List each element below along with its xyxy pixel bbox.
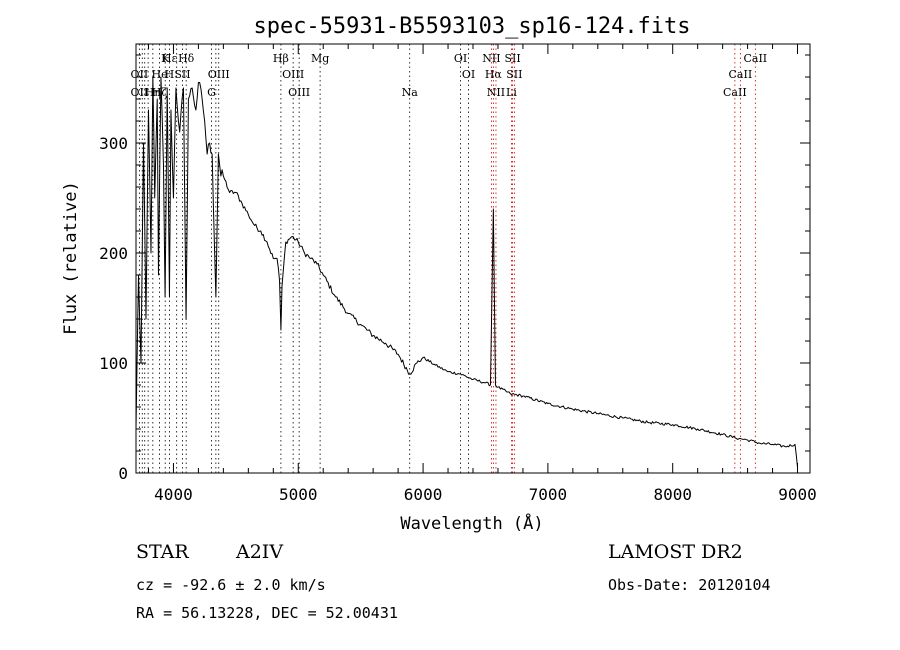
- marker-label: NII: [487, 86, 505, 99]
- marker-label: OIII: [282, 68, 304, 81]
- marker-label: OI: [454, 52, 467, 65]
- marker-label: NII: [482, 52, 500, 65]
- marker-label: Hζ: [152, 86, 168, 99]
- marker-label: OII: [131, 86, 149, 99]
- y-tick-label: 200: [99, 244, 128, 263]
- y-tick-label: 100: [99, 354, 128, 373]
- coordinates: RA = 56.13228, DEC = 52.00431: [136, 604, 398, 622]
- object-class: STAR: [136, 541, 189, 563]
- marker-label: CaII: [743, 52, 767, 65]
- survey-name: LAMOST DR2: [608, 541, 743, 563]
- chart-title: spec-55931-B5593103_sp16-124.fits: [253, 14, 690, 39]
- marker-label: SII: [504, 52, 520, 65]
- marker-label: OIII: [288, 86, 310, 99]
- marker-label: Na: [402, 86, 419, 99]
- marker-label: Hδ: [178, 52, 195, 65]
- marker-label: Li: [506, 86, 517, 99]
- marker-label: H: [165, 68, 175, 81]
- marker-label: G: [207, 86, 216, 99]
- marker-label: Hβ: [273, 52, 289, 65]
- y-tick-label: 300: [99, 134, 128, 153]
- y-tick-label: 0: [118, 464, 128, 483]
- marker-label: He: [152, 68, 168, 81]
- marker-label: CaII: [729, 68, 753, 81]
- axes: 4000 5000 6000 7000 8000 9000 0 100 200 300: [99, 44, 817, 504]
- marker-label: SII: [506, 68, 522, 81]
- marker-label: Hε: [162, 52, 178, 65]
- x-tick-label: 4000: [154, 485, 193, 504]
- x-axis-label: Wavelength (Å): [400, 512, 543, 534]
- marker-label: Mg: [311, 52, 329, 65]
- obs-date: Obs-Date: 20120104: [608, 576, 771, 594]
- x-tick-label: 9000: [778, 485, 817, 504]
- marker-label: K: [161, 52, 170, 65]
- subclass: A2IV: [236, 541, 284, 563]
- y-axis-label: Flux (relative): [61, 181, 81, 335]
- x-tick-label: 7000: [529, 485, 568, 504]
- marker-label: CaII: [723, 86, 747, 99]
- redshift-line: cz = -92.6 ± 2.0 km/s: [136, 576, 326, 594]
- flux-line: [135, 76, 799, 468]
- x-tick-label: 6000: [404, 485, 443, 504]
- marker-label: OIII: [208, 68, 230, 81]
- marker-label: OI: [462, 68, 475, 81]
- marker-label: OII: [131, 68, 149, 81]
- flux-series: [135, 76, 799, 468]
- marker-label: SII: [174, 68, 190, 81]
- x-tick-label: 8000: [653, 485, 692, 504]
- x-tick-label: 5000: [279, 485, 318, 504]
- plot-frame: [135, 43, 811, 474]
- marker-label: Hα: [485, 68, 503, 81]
